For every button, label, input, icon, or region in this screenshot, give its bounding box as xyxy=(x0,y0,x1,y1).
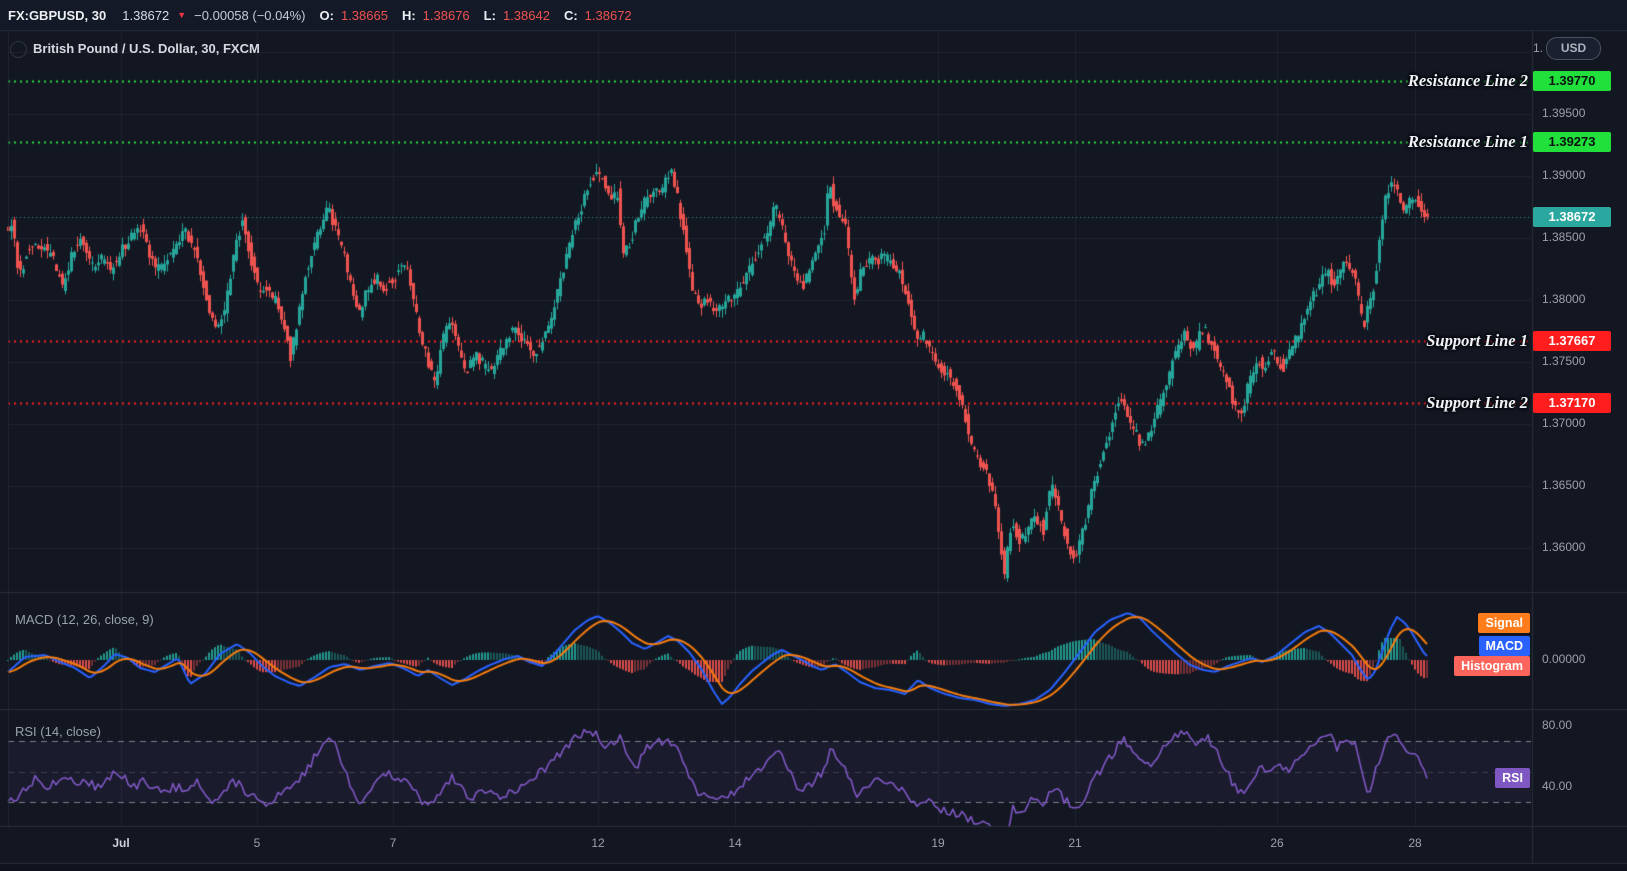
level-badge-support-line-2: 1.37170 xyxy=(1533,392,1611,413)
time-tick-Jul[interactable]: Jul xyxy=(112,836,130,850)
open-value: 1.38665 xyxy=(340,7,388,23)
current-price-badge: 1.38672 xyxy=(1533,206,1611,227)
high-label: H: xyxy=(401,7,416,23)
level-label-resistance-line-2[interactable]: Resistance Line 2 xyxy=(1407,70,1528,90)
time-tick-12[interactable]: 12 xyxy=(591,836,605,850)
price-axis-label: 1.39000 xyxy=(1542,168,1586,182)
rsi-panel-title[interactable]: RSI (14, close) xyxy=(15,724,101,739)
high-value: 1.38676 xyxy=(422,7,470,23)
down-triangle-icon: ▼ xyxy=(177,10,187,20)
macd-panel-title[interactable]: MACD (12, 26, close, 9) xyxy=(15,612,154,627)
indicator-badge-macd: MACD xyxy=(1478,636,1530,656)
time-tick-21[interactable]: 21 xyxy=(1068,836,1082,850)
price-axis-label: 1.39500 xyxy=(1542,106,1586,120)
time-tick-7[interactable]: 7 xyxy=(389,836,397,850)
level-label-support-line-2[interactable]: Support Line 2 xyxy=(1426,392,1528,412)
time-tick-26[interactable]: 26 xyxy=(1270,836,1284,850)
price-change: −0.00058 (−0.04%) xyxy=(194,7,306,23)
price-axis-label: 1.36500 xyxy=(1542,478,1586,492)
time-tick-19[interactable]: 19 xyxy=(931,836,945,850)
price-axis-label: 1.38000 xyxy=(1542,292,1586,306)
symbol-logo-icon xyxy=(10,41,27,58)
level-badge-resistance-line-2: 1.39770 xyxy=(1533,70,1611,91)
price-axis-label: 1.37000 xyxy=(1542,416,1586,430)
indicator-badge-histogram: Histogram xyxy=(1454,656,1530,676)
ohlc-info-bar: FX:GBPUSD, 30 1.38672 ▼ −0.00058 (−0.04%… xyxy=(0,0,1627,30)
rsi-axis-label: 80.00 xyxy=(1542,718,1573,732)
time-tick-28[interactable]: 28 xyxy=(1408,836,1422,850)
price-axis-label: 1.37500 xyxy=(1542,354,1586,368)
rsi-axis-label: 40.00 xyxy=(1542,779,1573,793)
indicator-badge-rsi: RSI xyxy=(1495,768,1530,788)
open-label: O: xyxy=(319,7,334,23)
level-badge-support-line-1: 1.37667 xyxy=(1533,331,1611,352)
indicator-badge-signal: Signal xyxy=(1478,613,1530,633)
level-label-resistance-line-1[interactable]: Resistance Line 1 xyxy=(1407,132,1528,152)
time-tick-14[interactable]: 14 xyxy=(728,836,742,850)
close-value: 1.38672 xyxy=(584,7,632,23)
price-axis-label: 1.36000 xyxy=(1542,540,1586,554)
low-value: 1.38642 xyxy=(502,7,550,23)
time-tick-5[interactable]: 5 xyxy=(253,836,261,850)
currency-usd-button[interactable]: USD xyxy=(1546,37,1601,60)
macd-zero-label: 0.00000 xyxy=(1542,652,1586,666)
chart-title[interactable]: British Pound / U.S. Dollar, 30, FXCM xyxy=(33,41,260,56)
last-price: 1.38672 xyxy=(122,7,170,23)
close-label: C: xyxy=(563,7,578,23)
level-label-support-line-1[interactable]: Support Line 1 xyxy=(1426,331,1528,351)
level-badge-resistance-line-1: 1.39273 xyxy=(1533,132,1611,153)
symbol-interval-label[interactable]: FX:GBPUSD, 30 xyxy=(8,7,107,23)
low-label: L: xyxy=(483,7,496,23)
price-axis-top-label: 1. xyxy=(1533,41,1544,55)
price-axis-label: 1.38500 xyxy=(1542,230,1586,244)
